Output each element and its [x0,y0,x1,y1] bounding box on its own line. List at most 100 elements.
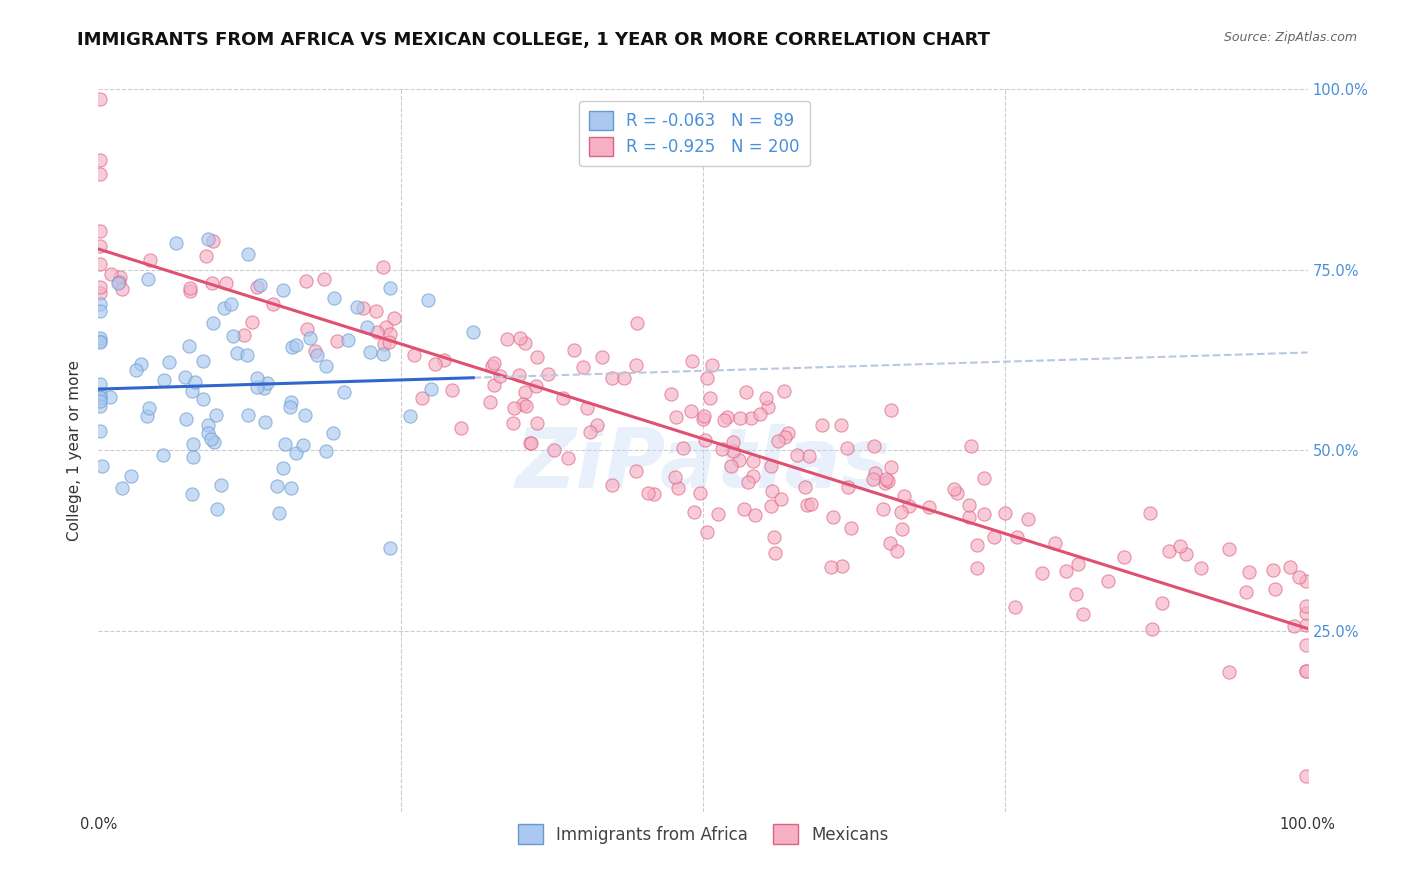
Point [295,322,318,336]
Point [796,498,818,512]
Point [380,327,402,342]
Point [138,401,160,416]
Point [758,400,780,414]
Point [1097,574,1119,589]
Point [440,383,463,397]
Point [537,367,560,381]
Point [880,460,903,475]
Point [693,433,716,447]
Point [983,530,1005,544]
Point [624,358,647,372]
Point [305,348,328,362]
Point [837,441,859,455]
Point [737,475,759,490]
Point [879,402,901,417]
Point [89,257,111,271]
Point [773,384,796,398]
Point [404,348,426,362]
Point [100,267,122,281]
Point [562,343,585,358]
Point [165,235,187,250]
Point [613,371,636,385]
Point [820,559,842,574]
Point [1067,557,1090,571]
Point [898,500,921,514]
Point [749,407,772,421]
Point [315,359,337,373]
Point [246,279,269,293]
Legend: Immigrants from Africa, Mexicans: Immigrants from Africa, Mexicans [510,818,896,850]
Point [973,470,995,484]
Point [271,283,294,297]
Point [89,224,111,238]
Point [200,432,222,446]
Point [1152,596,1174,610]
Point [830,417,852,432]
Point [204,408,226,422]
Point [1004,600,1026,615]
Point [966,561,988,575]
Point [696,524,718,539]
Point [890,505,912,519]
Point [384,311,406,326]
Point [681,353,703,368]
Point [526,350,548,364]
Point [197,418,219,433]
Point [183,436,205,450]
Point [371,260,394,274]
Point [683,505,706,519]
Point [519,435,541,450]
Point [1064,587,1087,601]
Point [108,275,131,289]
Point [766,434,789,448]
Point [246,371,269,385]
Point [515,335,537,350]
Point [744,508,766,523]
Point [450,421,472,435]
Point [839,520,862,534]
Point [291,438,314,452]
Point [872,501,894,516]
Point [489,369,512,384]
Point [484,377,506,392]
Point [194,249,217,263]
Point [271,461,294,475]
Point [107,277,129,291]
Point [89,393,111,408]
Point [672,441,695,455]
Point [761,484,783,499]
Point [315,443,337,458]
Point [89,304,111,318]
Point [1218,541,1240,556]
Point [966,538,988,552]
Point [693,409,716,423]
Point [1043,535,1066,549]
Point [543,442,565,457]
Point [238,408,260,422]
Point [98,390,121,404]
Point [863,466,886,480]
Point [1139,506,1161,520]
Point [943,482,966,496]
Point [89,390,111,404]
Point [1282,619,1305,633]
Point [509,331,531,345]
Point [637,486,659,500]
Point [482,356,505,370]
Point [1157,544,1180,558]
Point [553,392,575,406]
Point [679,403,702,417]
Point [212,301,235,316]
Point [399,409,422,424]
Point [1295,606,1317,620]
Point [111,282,134,296]
Point [197,232,219,246]
Point [586,418,609,433]
Point [1239,565,1261,579]
Point [278,400,301,414]
Point [624,464,647,478]
Point [557,450,579,465]
Point [366,304,388,318]
Point [721,435,744,450]
Point [346,300,368,314]
